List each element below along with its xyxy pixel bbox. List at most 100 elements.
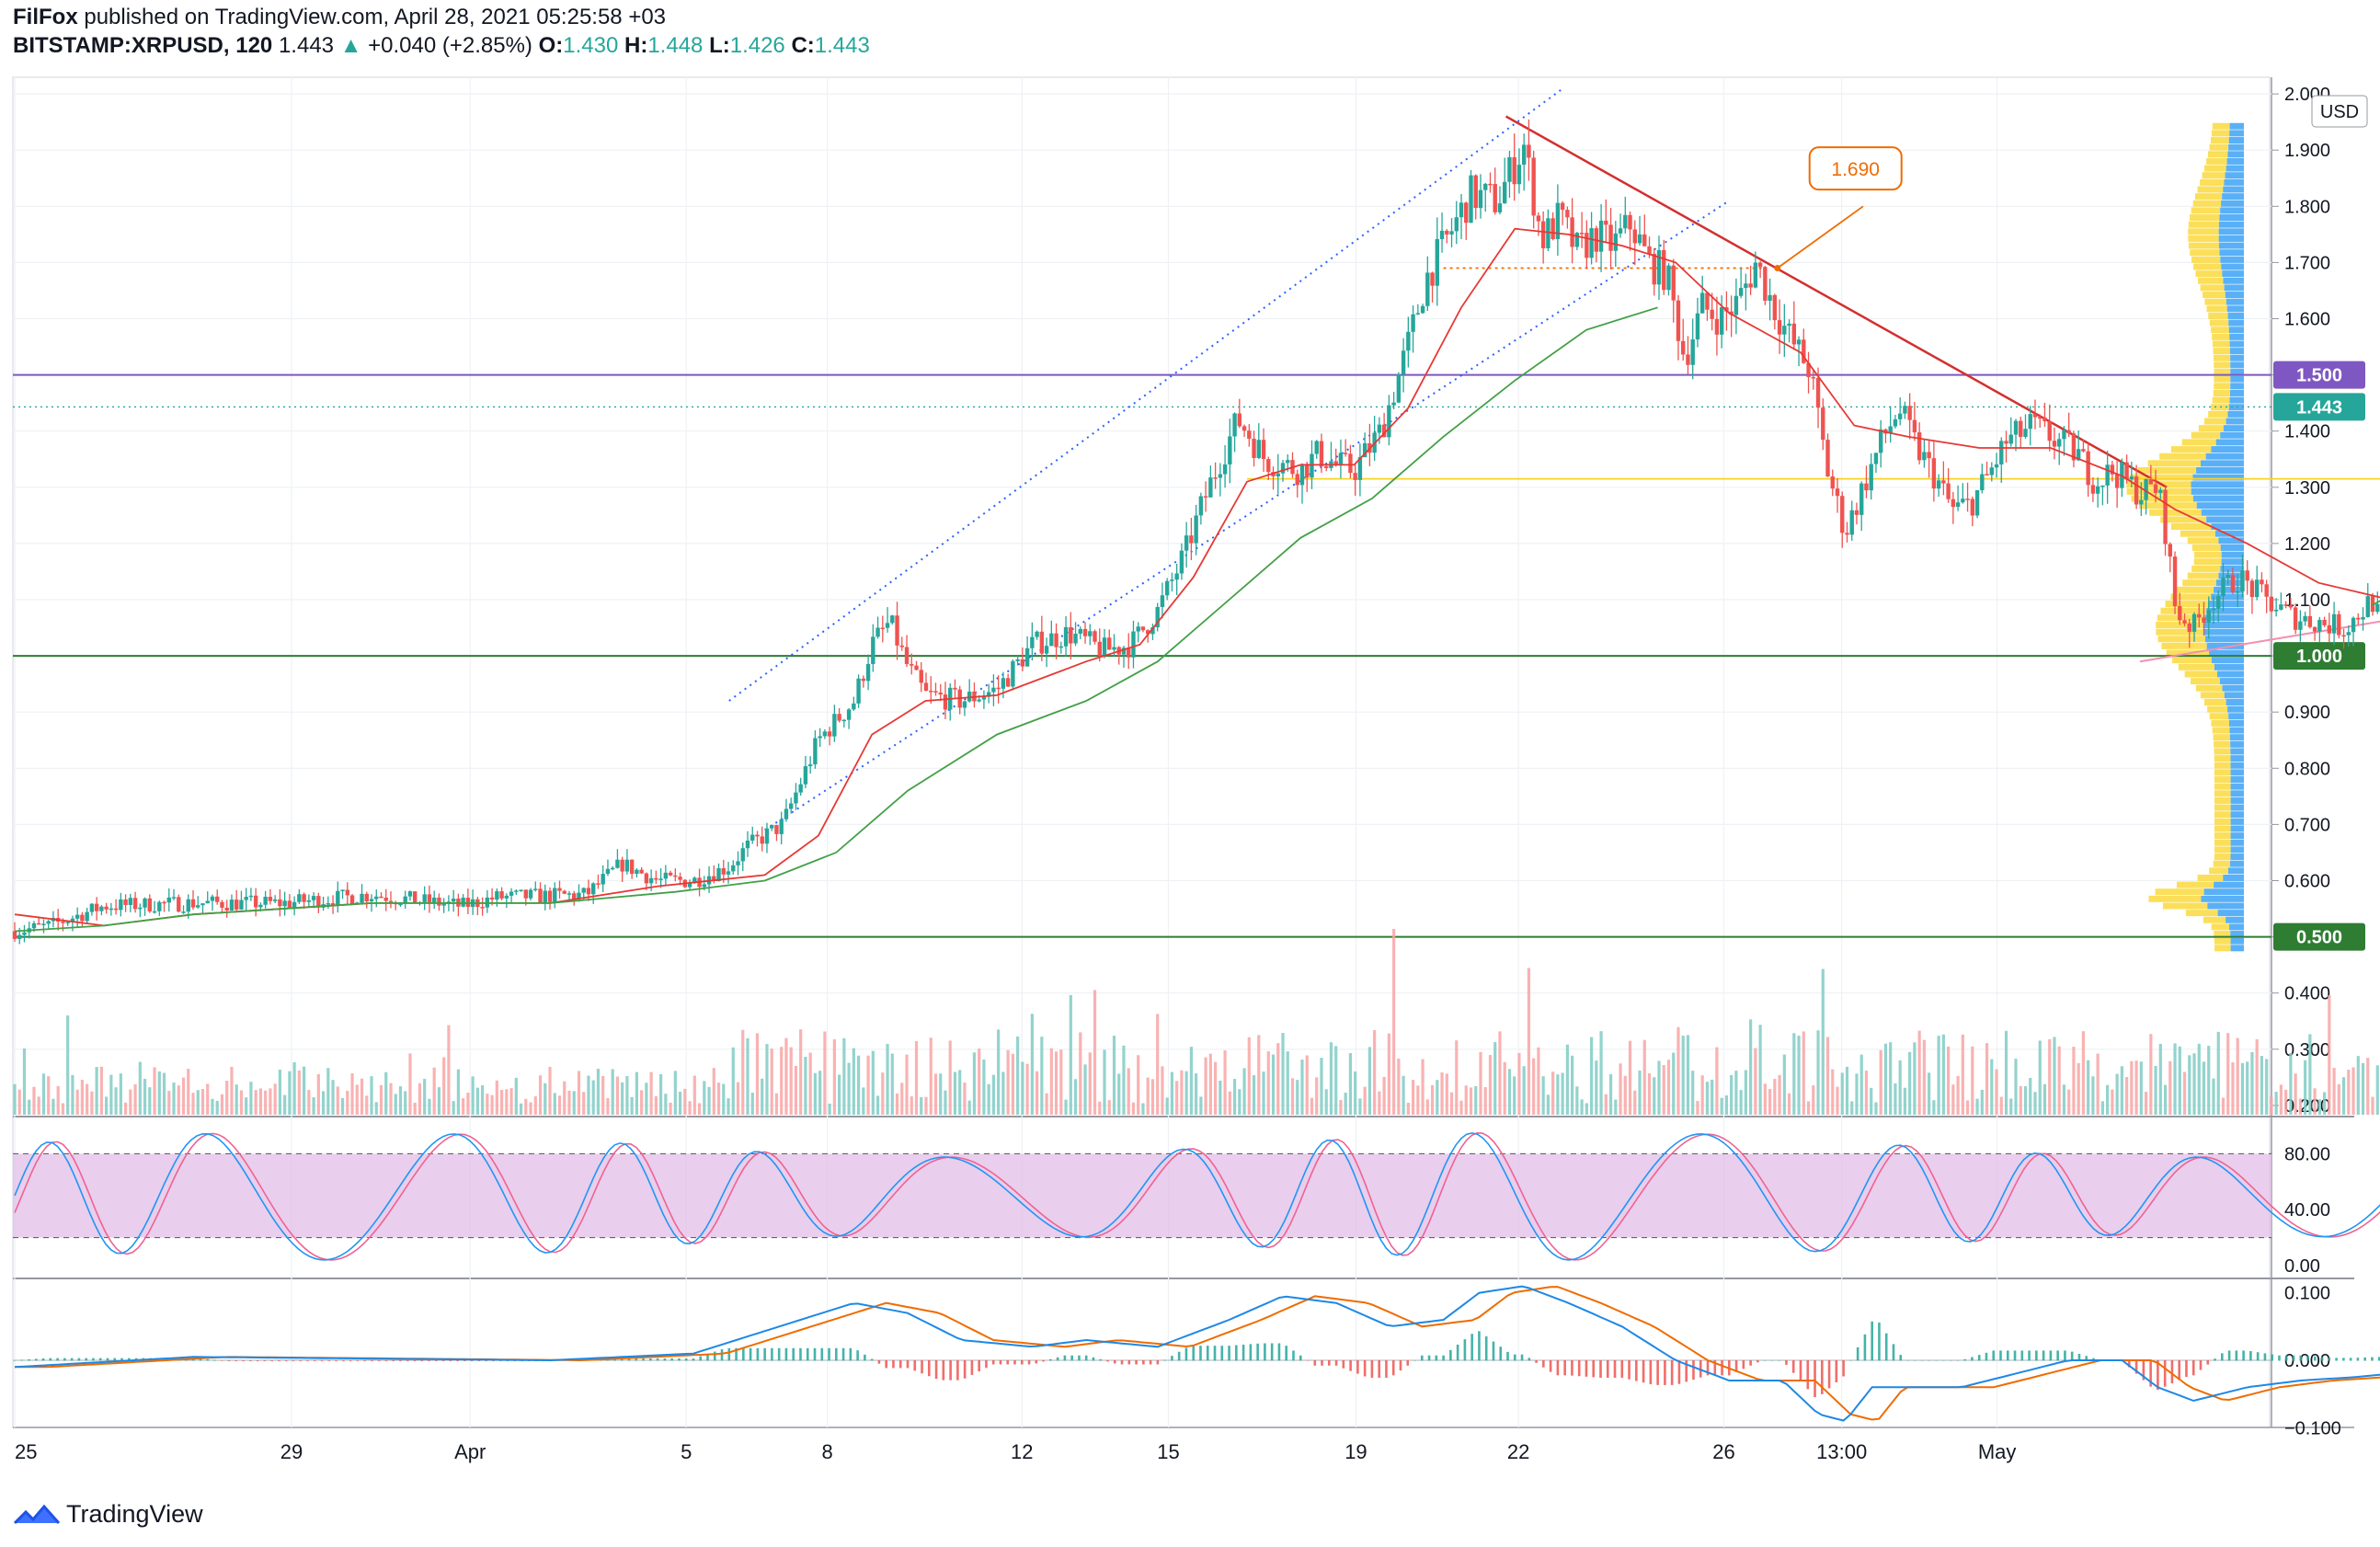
volume-bar [1985, 1043, 1989, 1115]
volume-profile-bar [2131, 495, 2193, 502]
volume-bar [1778, 1074, 1781, 1115]
volume-profile-bar [2230, 769, 2244, 776]
volume-bar [1219, 1080, 1222, 1115]
volume-bar [1879, 1049, 1882, 1115]
candle-body [1194, 515, 1198, 544]
candle-body [220, 901, 224, 908]
volume-profile-bar [2147, 460, 2202, 467]
volume-bar [1894, 1083, 1897, 1115]
macd-histogram-bar [906, 1360, 910, 1369]
candle-body [1391, 402, 1396, 406]
volume-bar [1271, 1054, 1276, 1115]
candle-body [1796, 339, 1802, 345]
candle-body [827, 731, 832, 737]
volume-bar [379, 1084, 383, 1115]
volume-bar [505, 1089, 509, 1115]
candle-body [2298, 621, 2303, 630]
candle-body [716, 867, 721, 882]
volume-profile-bar [2209, 867, 2228, 875]
volume-profile-bar [2196, 466, 2244, 474]
volume-bar [1961, 1034, 1964, 1115]
volume-bar [514, 1077, 518, 1115]
candle-body [981, 696, 987, 700]
candle-body [1787, 323, 1791, 327]
volume-bar [1025, 1063, 1029, 1115]
y-tick-label: 1.800 [2284, 197, 2330, 217]
volume-bar [1831, 1069, 1835, 1115]
volume-bar [340, 1097, 345, 1115]
volume-bar [1797, 1036, 1801, 1115]
volume-bar [1363, 1086, 1367, 1115]
publisher-name[interactable]: FilFox [13, 5, 78, 29]
volume-profile-bar [2229, 727, 2244, 734]
volume-bar [2236, 1037, 2239, 1115]
volume-profile-bar [2214, 796, 2231, 804]
volume-bar [1049, 1048, 1053, 1115]
volume-profile-bar [2161, 642, 2207, 649]
volume-bar [1903, 1087, 1907, 1115]
macd-histogram-bar [1013, 1360, 1016, 1365]
volume-profile-bar [2228, 404, 2244, 411]
volume-bar [1638, 1070, 1642, 1115]
volume-bar [2067, 1089, 2071, 1115]
tradingview-logo-icon[interactable] [13, 1495, 61, 1532]
candle-body [1420, 305, 1425, 314]
candle-body [890, 615, 895, 624]
volume-profile-bar [2221, 558, 2244, 566]
candle-body [1261, 440, 1266, 460]
volume-bar [953, 1071, 957, 1115]
volume-bar [1836, 1086, 1839, 1115]
candle-body [1695, 313, 1700, 340]
macd-histogram-bar [1642, 1360, 1645, 1383]
volume-profile-bar [2189, 214, 2220, 222]
volume-bar [914, 1040, 919, 1115]
volume-profile-bar [2178, 663, 2214, 670]
stoch-tick-label: 0.00 [2284, 1256, 2320, 1277]
volume-bar [1286, 1051, 1289, 1115]
macd-histogram-bar [2042, 1350, 2045, 1361]
macd-histogram-bar [1856, 1346, 1859, 1361]
candle-body [721, 867, 726, 875]
candle-body [162, 901, 166, 904]
volume-bar [2014, 1059, 2018, 1115]
volume-bar [1367, 1047, 1371, 1115]
volume-bar [1565, 1044, 1569, 1115]
macd-histogram-bar [463, 1360, 466, 1361]
volume-bar [418, 1083, 422, 1115]
candle-body [1039, 631, 1045, 654]
symbol-label[interactable]: BITSTAMP:XRPUSD, 120 [13, 33, 273, 58]
candle-body [369, 899, 374, 901]
macd-histogram-bar [2064, 1350, 2066, 1361]
macd-histogram-bar [1685, 1360, 1688, 1382]
macd-histogram-bar [2328, 1358, 2331, 1361]
macd-histogram-bar [1628, 1360, 1631, 1380]
footer-brand[interactable]: TradingView [66, 1499, 203, 1528]
macd-histogram-bar [1270, 1343, 1274, 1361]
macd-histogram-bar [1363, 1360, 1367, 1377]
candle-body [1082, 628, 1088, 636]
candle-body [784, 808, 789, 819]
candle-body [1859, 483, 1864, 515]
candle-body [1647, 246, 1652, 254]
open-value: 1.430 [563, 33, 619, 58]
volume-bar [1975, 1098, 1979, 1115]
annotation-box-1690 [1808, 146, 1903, 191]
volume-bar [1112, 1036, 1116, 1115]
volume-bar [1642, 1039, 1646, 1115]
candle-body [1917, 432, 1922, 461]
candle-body [1955, 502, 1961, 508]
volume-bar [1773, 1079, 1777, 1115]
candle-body [1806, 362, 1811, 377]
volume-profile-bar [2214, 811, 2231, 819]
candle-body [1516, 165, 1522, 185]
volume-bar [2356, 1056, 2360, 1115]
candle-body [1802, 339, 1806, 363]
volume-bar [22, 1048, 27, 1115]
volume-bar [1595, 1060, 1598, 1115]
volume-profile-bar [2211, 593, 2244, 601]
volume-bar [1344, 1093, 1347, 1115]
volume-bar [2173, 1043, 2177, 1115]
volume-bar [2077, 1062, 2080, 1115]
volume-profile-bar [2170, 593, 2212, 601]
